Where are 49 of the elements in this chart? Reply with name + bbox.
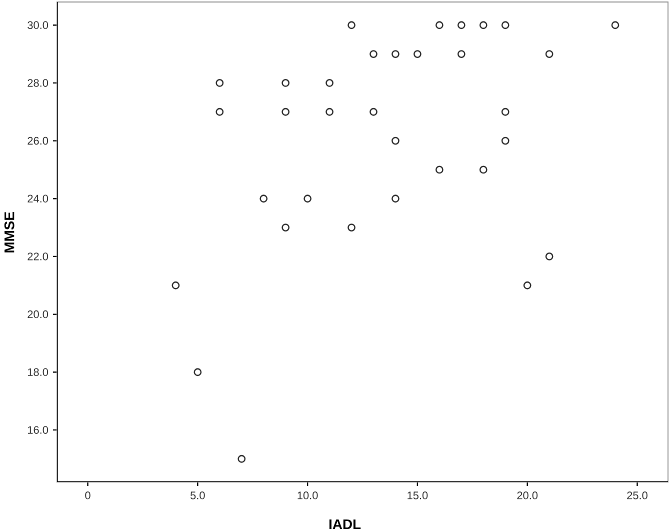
point <box>501 108 510 116</box>
point <box>545 252 554 260</box>
y-tick-label: 18.0 <box>28 368 48 376</box>
point <box>501 21 510 30</box>
y-tick-label: 28.0 <box>28 79 48 87</box>
point <box>501 136 510 145</box>
point <box>370 108 378 116</box>
point <box>216 79 224 87</box>
x-tick-label: 5.0 <box>190 492 205 500</box>
point <box>414 50 422 58</box>
point <box>479 21 488 30</box>
point <box>545 50 554 58</box>
point <box>282 108 290 116</box>
point <box>282 79 290 87</box>
x-tick-label: 20.0 <box>517 492 538 500</box>
point <box>326 108 334 116</box>
y-tick-label: 26.0 <box>28 136 48 145</box>
y-tick-label: 24.0 <box>28 194 48 203</box>
point <box>611 21 620 30</box>
point <box>326 79 334 87</box>
y-tick-label: 22.0 <box>28 252 48 260</box>
point <box>238 454 246 463</box>
point <box>260 194 268 203</box>
point <box>370 50 378 58</box>
point <box>172 281 180 290</box>
y-tick-label: 30.0 <box>28 21 48 30</box>
y-tick-label: 20.0 <box>28 310 48 318</box>
point <box>435 21 444 30</box>
point <box>216 108 224 116</box>
x-tick-label: 0 <box>85 492 90 500</box>
point <box>479 166 488 174</box>
x-axis-title: IADL <box>329 519 361 530</box>
x-tick-label: 15.0 <box>408 492 428 500</box>
point <box>392 194 400 203</box>
point <box>457 50 466 58</box>
point <box>523 281 532 290</box>
y-tick-label: 16.0 <box>28 426 48 434</box>
x-tick-label: 10.0 <box>298 492 318 500</box>
point <box>435 166 444 174</box>
point <box>282 224 290 232</box>
x-tick-label: 25.0 <box>627 492 648 500</box>
point <box>392 136 400 145</box>
point <box>392 50 400 58</box>
point <box>457 21 466 30</box>
point <box>194 368 202 376</box>
y-axis-title: MMSE <box>4 212 14 252</box>
point <box>348 224 356 232</box>
point <box>348 21 356 30</box>
point <box>304 194 312 203</box>
